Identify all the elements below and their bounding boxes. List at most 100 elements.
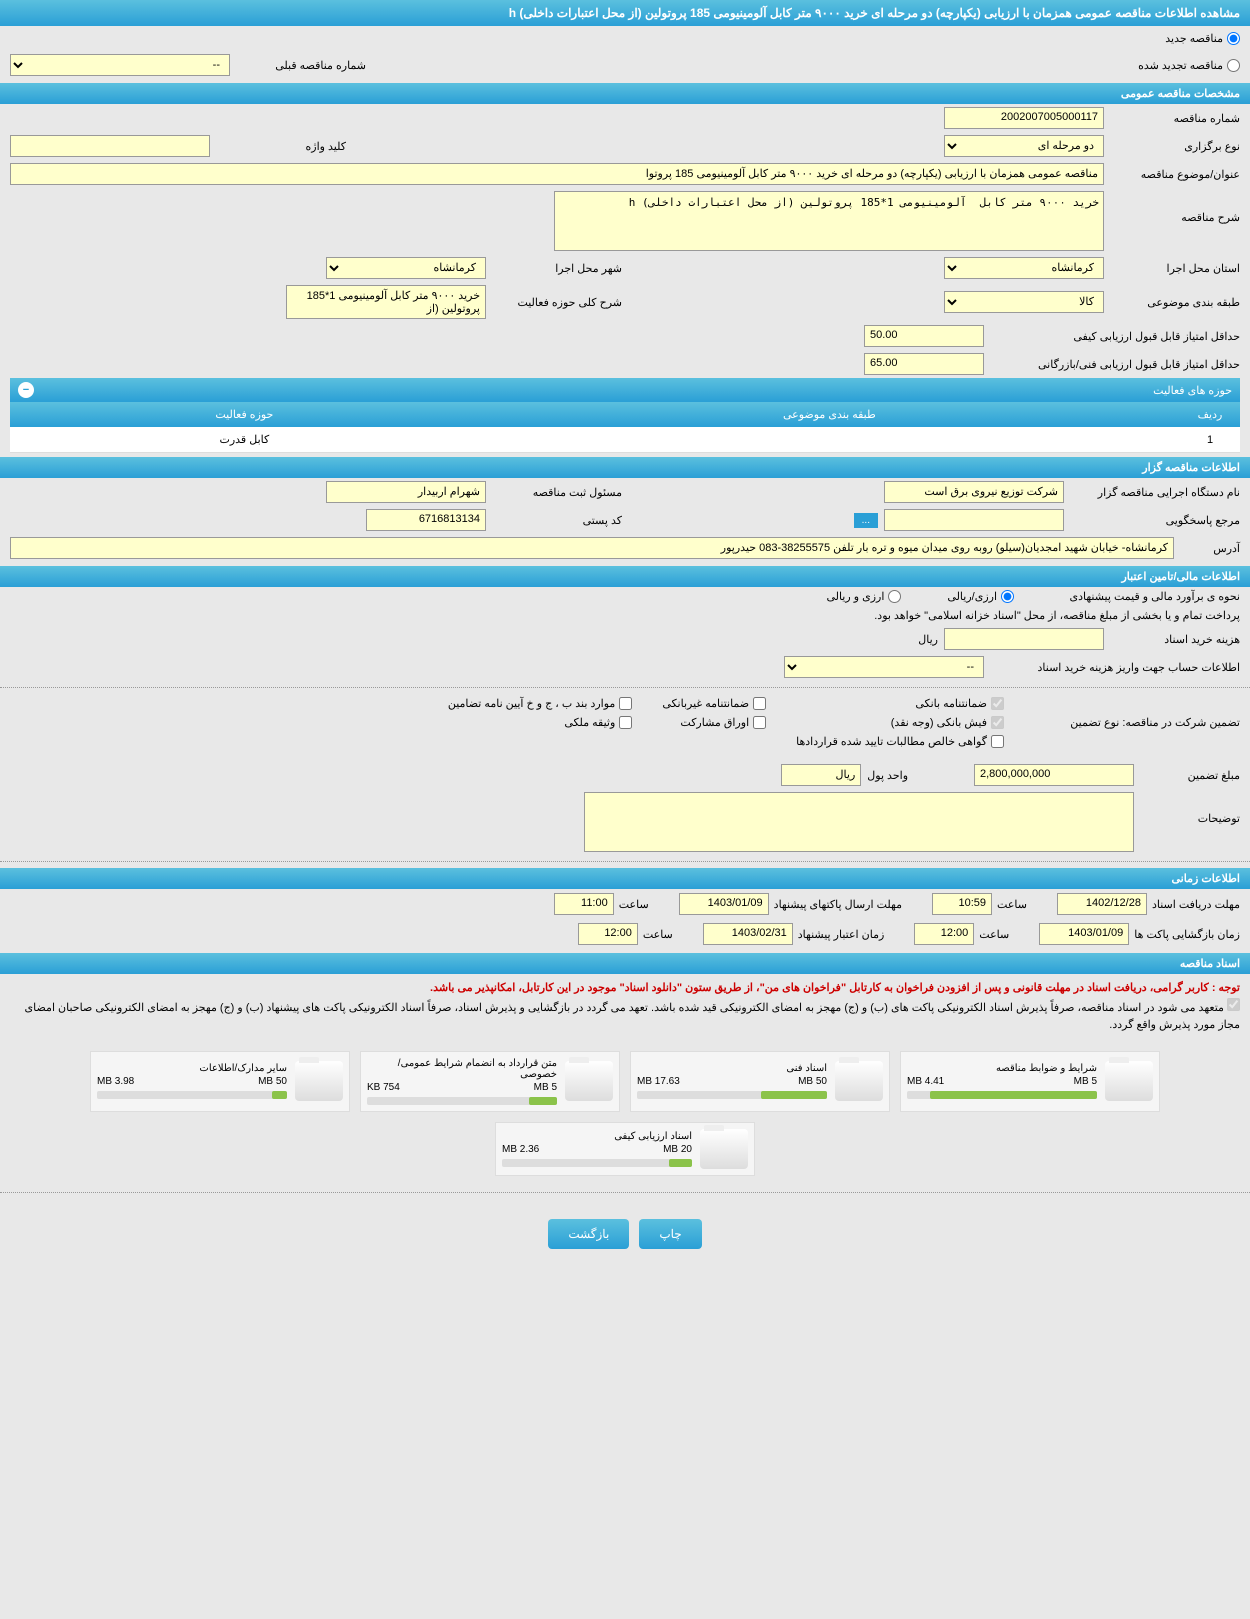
doc-item[interactable]: متن قرارداد به انضمام شرایط عمومی/خصوصی …: [360, 1051, 620, 1112]
label-time3: ساعت: [979, 928, 1009, 941]
label-account: اطلاعات حساب جهت واریز هزینه خرید اسناد: [990, 661, 1240, 674]
doc-name: شرایط و ضوابط مناقصه: [907, 1063, 1097, 1074]
label-opening: زمان بازگشایی پاکت ها: [1134, 928, 1240, 941]
value-unit: ریال: [781, 764, 861, 786]
label-guarantee-amount: مبلغ تضمین: [1140, 769, 1240, 782]
label-time2: ساعت: [619, 898, 649, 911]
label-envelope-deadline: مهلت ارسال پاکتهای پیشنهاد: [774, 898, 902, 911]
value-opening-date: 1403/01/09: [1039, 923, 1129, 945]
label-time4: ساعت: [643, 928, 673, 941]
label-postal: کد پستی: [492, 514, 622, 527]
section-docs: اسناد مناقصه: [0, 953, 1250, 974]
section-general: مشخصات مناقصه عمومی: [0, 83, 1250, 104]
label-notes: توضیحات: [1140, 792, 1240, 825]
label-category: طبقه بندی موضوعی: [1110, 296, 1240, 309]
collapse-icon[interactable]: −: [18, 382, 34, 398]
label-time1: ساعت: [997, 898, 1027, 911]
table-row: 1کابل قدرت: [10, 427, 1240, 453]
label-subject: عنوان/موضوع مناقصه: [1110, 168, 1240, 181]
doc-name: سایر مدارک/اطلاعات: [97, 1063, 287, 1074]
input-keyword[interactable]: [10, 135, 210, 157]
doc-item[interactable]: اسناد ارزیابی کیفی 20 MB2.36 MB: [495, 1122, 755, 1176]
chk-receipt: [991, 716, 1004, 729]
label-desc: شرح مناقصه: [1110, 191, 1240, 224]
value-validity-time: 12:00: [578, 923, 638, 945]
select-province[interactable]: کرمانشاه: [944, 257, 1104, 279]
payment-note: پرداخت تمام و یا بخشی از مبلغ مناقصه، از…: [874, 609, 1240, 622]
more-button[interactable]: ...: [854, 513, 878, 528]
label-prev-number: شماره مناقصه قبلی: [236, 59, 366, 72]
label-chk-other: موارد بند ب ، ج و خ آیین نامه تضامین: [448, 697, 615, 710]
radio-rial[interactable]: [1001, 590, 1014, 603]
doc-item[interactable]: شرایط و ضوابط مناقصه 5 MB4.41 MB: [900, 1051, 1160, 1112]
section-timing: اطلاعات زمانی: [0, 868, 1250, 889]
value-guarantee-amount: 2,800,000,000: [974, 764, 1134, 786]
label-tender-no: شماره مناقصه: [1110, 112, 1240, 125]
select-prev-number[interactable]: --: [10, 54, 230, 76]
label-chk-nonbank: ضمانتنامه غیربانکی: [662, 697, 749, 710]
col-row: ردیف: [1180, 402, 1240, 427]
folder-icon: [835, 1061, 883, 1101]
select-city[interactable]: کرمانشاه: [326, 257, 486, 279]
label-opt-rial: ارزی/ریالی: [947, 590, 997, 603]
label-min-quality: حداقل امتیاز قابل قبول ارزیابی کیفی: [990, 330, 1240, 343]
value-min-quality: 50.00: [864, 325, 984, 347]
value-opening-time: 12:00: [914, 923, 974, 945]
label-rial: ریال: [918, 633, 938, 646]
section-holder: اطلاعات مناقصه گزار: [0, 457, 1250, 478]
chk-nonbank[interactable]: [753, 697, 766, 710]
value-tender-no: 2002007005000117: [944, 107, 1104, 129]
value-resp: شهرام اربیدار: [326, 481, 486, 503]
folder-icon: [295, 1061, 343, 1101]
folder-icon: [1105, 1061, 1153, 1101]
label-chk-property: وثیقه ملکی: [564, 716, 615, 729]
print-button[interactable]: چاپ: [639, 1219, 701, 1249]
select-category[interactable]: کالا: [944, 291, 1104, 313]
value-org: شرکت توزیع نیروی برق است: [884, 481, 1064, 503]
label-province: استان محل اجرا: [1110, 262, 1240, 275]
radio-both[interactable]: [888, 590, 901, 603]
label-doc-fee: هزینه خرید اسناد: [1110, 633, 1240, 646]
doc-item[interactable]: اسناد فنی 50 MB17.63 MB: [630, 1051, 890, 1112]
activity-header: حوزه های فعالیت: [1153, 384, 1232, 397]
radio-renewed-tender[interactable]: [1227, 59, 1240, 72]
col-scope: حوزه فعالیت: [10, 402, 479, 427]
label-resp: مسئول ثبت مناقصه: [492, 486, 622, 499]
value-doc-deadline-date: 1402/12/28: [1057, 893, 1147, 915]
chk-property[interactable]: [619, 716, 632, 729]
value-doc-deadline-time: 10:59: [932, 893, 992, 915]
value-addr: کرمانشاه- خیابان شهید امجدیان(سیلو) روبه…: [10, 537, 1174, 559]
value-validity-date: 1403/02/31: [703, 923, 793, 945]
label-chk-claims: گواهی خالص مطالبات تایید شده قراردادها: [796, 735, 987, 748]
select-account[interactable]: --: [784, 656, 984, 678]
label-keyword: کلید واژه: [216, 140, 346, 153]
label-validity: زمان اعتبار پیشنهاد: [798, 928, 885, 941]
col-category: طبقه بندی موضوعی: [479, 402, 1180, 427]
docs-note-1: توجه : کاربر گرامی، دریافت اسناد در مهلت…: [10, 980, 1240, 998]
chk-bonds[interactable]: [753, 716, 766, 729]
label-estimate: نحوه ی برآورد مالی و قیمت پیشنهادی: [1020, 590, 1240, 603]
label-unit: واحد پول: [867, 769, 908, 782]
back-button[interactable]: بازگشت: [548, 1219, 629, 1249]
doc-item[interactable]: سایر مدارک/اطلاعات 50 MB3.98 MB: [90, 1051, 350, 1112]
select-hold-type[interactable]: دو مرحله ای: [944, 135, 1104, 157]
chk-commit: [1227, 998, 1240, 1011]
folder-icon: [565, 1061, 613, 1101]
doc-name: اسناد فنی: [637, 1063, 827, 1074]
label-guarantee-type: تضمین شرکت در مناقصه: نوع تضمین: [1010, 716, 1240, 729]
textarea-notes[interactable]: [584, 792, 1134, 852]
radio-new-tender[interactable]: [1227, 32, 1240, 45]
value-postal: 6716813134: [366, 509, 486, 531]
chk-other[interactable]: [619, 697, 632, 710]
value-envelope-time: 11:00: [554, 893, 614, 915]
chk-claims[interactable]: [991, 735, 1004, 748]
label-ref: مرجع پاسخگویی: [1070, 514, 1240, 527]
label-addr: آدرس: [1180, 542, 1240, 555]
value-envelope-date: 1403/01/09: [679, 893, 769, 915]
value-ref: [884, 509, 1064, 531]
chk-bank: [991, 697, 1004, 710]
textarea-desc[interactable]: خرید ۹۰۰۰ متر کابل آلومینیومی 1*185 پروت…: [554, 191, 1104, 251]
label-city: شهر محل اجرا: [492, 262, 622, 275]
doc-name: متن قرارداد به انضمام شرایط عمومی/خصوصی: [367, 1058, 557, 1080]
label-min-tech: حداقل امتیاز قابل قبول ارزیابی فنی/بازرگ…: [990, 358, 1240, 371]
